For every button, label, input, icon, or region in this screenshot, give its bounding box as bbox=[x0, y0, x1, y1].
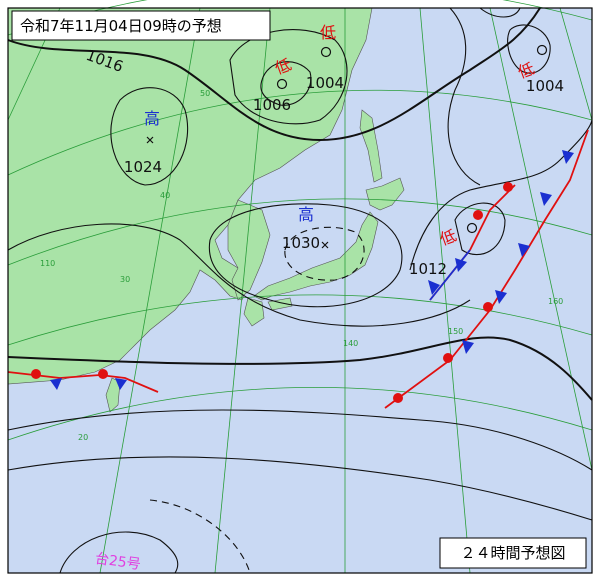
isobar bbox=[149, 499, 251, 574]
front-mark bbox=[115, 378, 127, 390]
low-center bbox=[536, 44, 548, 56]
isobar bbox=[7, 336, 593, 401]
isobar bbox=[110, 87, 189, 186]
isobar bbox=[229, 29, 348, 125]
title-box bbox=[11, 10, 271, 41]
isobar bbox=[260, 61, 312, 106]
footer-label: ２４時間予想図 bbox=[460, 544, 565, 562]
island bbox=[365, 177, 405, 211]
isobar bbox=[7, 456, 593, 521]
low-label: 低 bbox=[437, 226, 459, 249]
pressure-label: 1024 bbox=[124, 158, 162, 176]
longitude-line bbox=[489, 7, 593, 471]
isobar bbox=[208, 203, 403, 308]
pressure-label: 1012 bbox=[409, 260, 447, 278]
low-center bbox=[320, 46, 332, 58]
low-center bbox=[466, 222, 478, 234]
pressure-label: 1004 bbox=[306, 74, 344, 92]
longitude-line bbox=[419, 7, 471, 574]
front-mark bbox=[428, 280, 440, 295]
low-label: 低 bbox=[515, 59, 537, 82]
low-center bbox=[276, 78, 288, 90]
front-mark bbox=[455, 258, 467, 272]
low-label: 低 bbox=[320, 23, 336, 42]
isobar bbox=[7, 223, 471, 327]
latitude-line bbox=[7, 294, 593, 346]
pressure-label: 1006 bbox=[253, 96, 291, 114]
front-mark bbox=[483, 302, 493, 312]
grid-label: 50 bbox=[200, 89, 210, 98]
low-label: 低 bbox=[272, 55, 294, 78]
front-mark bbox=[98, 369, 108, 379]
latitude-line bbox=[7, 386, 593, 441]
front-mark bbox=[443, 353, 453, 363]
grid-label: 20 bbox=[78, 433, 88, 442]
latitude-line bbox=[7, 89, 593, 176]
typhoon-label: 台25号 bbox=[94, 551, 142, 573]
front-mark bbox=[518, 243, 530, 257]
high-label: 高 bbox=[298, 205, 314, 224]
isobar bbox=[409, 119, 593, 271]
grid-label: 110 bbox=[40, 259, 55, 268]
grid-label: 150 bbox=[448, 327, 463, 336]
center-marks bbox=[146, 44, 548, 249]
pressure-label: 1004 bbox=[526, 77, 564, 95]
island bbox=[253, 211, 379, 301]
grid-label: 30 bbox=[120, 275, 130, 284]
map-frame bbox=[7, 7, 593, 574]
cold-front-marks bbox=[50, 150, 574, 390]
longitude-line bbox=[559, 7, 593, 121]
isobar bbox=[447, 7, 481, 186]
peninsula bbox=[227, 199, 271, 301]
warm-front-marks bbox=[31, 182, 513, 403]
front-mark bbox=[393, 393, 403, 403]
pressure-label: 1030 bbox=[282, 234, 320, 252]
front-mark bbox=[495, 290, 507, 304]
fronts bbox=[7, 129, 589, 409]
front-mark bbox=[462, 340, 474, 354]
front-mark bbox=[31, 369, 41, 379]
grid-label: 160 bbox=[548, 297, 563, 306]
front-mark bbox=[562, 150, 574, 164]
front-mark bbox=[473, 210, 483, 220]
grid-label: 40 bbox=[160, 191, 170, 200]
isobar bbox=[454, 202, 506, 256]
high-label: 高 bbox=[144, 109, 160, 128]
isobar bbox=[284, 226, 365, 281]
title: 令和7年11月04日09時の予想 bbox=[20, 17, 222, 35]
longitude-line bbox=[99, 7, 201, 574]
cold-front-line bbox=[429, 249, 471, 301]
isobar bbox=[7, 7, 541, 142]
front-mark bbox=[503, 182, 513, 192]
isobar bbox=[507, 24, 551, 74]
island bbox=[359, 109, 383, 183]
high-center bbox=[146, 136, 154, 144]
isobar bbox=[59, 531, 179, 574]
isobar bbox=[7, 409, 593, 471]
island bbox=[243, 297, 265, 327]
isobar bbox=[479, 7, 521, 18]
front-mark bbox=[540, 192, 552, 206]
front-mark bbox=[50, 378, 62, 390]
latitude-line bbox=[7, 198, 593, 266]
isobars bbox=[7, 7, 593, 574]
high-center bbox=[321, 241, 329, 249]
footer-box bbox=[439, 537, 587, 569]
grid-label: 140 bbox=[343, 339, 358, 348]
